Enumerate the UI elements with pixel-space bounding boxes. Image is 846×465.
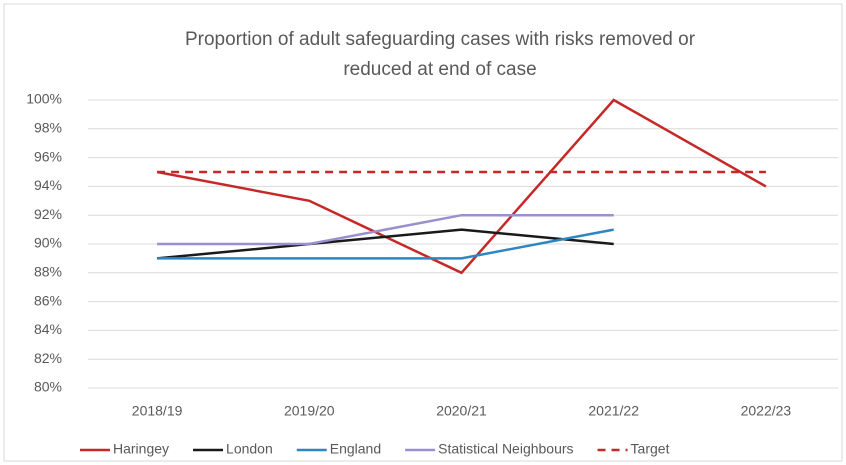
legend-label: London xyxy=(226,441,273,457)
series-line xyxy=(156,228,614,260)
chart-title: Proportion of adult safeguarding cases w… xyxy=(185,29,696,50)
legend-label: England xyxy=(330,441,381,457)
legend-label: Haringey xyxy=(113,441,169,457)
y-tick-label: 80% xyxy=(34,379,62,395)
y-tick-label: 90% xyxy=(34,235,62,251)
x-tick-label: 2021/22 xyxy=(588,403,639,419)
series-line xyxy=(157,228,614,260)
y-tick-label: 86% xyxy=(34,292,62,308)
series-line xyxy=(156,98,767,275)
series-line xyxy=(157,213,614,246)
y-tick-label: 98% xyxy=(34,120,62,136)
y-tick-label: 96% xyxy=(34,148,62,164)
y-tick-label: 88% xyxy=(34,264,62,280)
y-tick-label: 82% xyxy=(34,350,62,366)
legend-label: Target xyxy=(631,441,670,457)
y-tick-label: 100% xyxy=(26,91,62,107)
chart-title: reduced at end of case xyxy=(343,59,536,80)
legend-label: Statistical Neighbours xyxy=(438,441,573,457)
x-tick-label: 2019/20 xyxy=(284,403,335,419)
y-tick-label: 92% xyxy=(34,206,62,222)
x-tick-label: 2022/23 xyxy=(741,403,792,419)
y-tick-label: 84% xyxy=(34,321,62,337)
x-tick-label: 2020/21 xyxy=(436,403,487,419)
y-tick-label: 94% xyxy=(34,177,62,193)
x-tick-label: 2018/19 xyxy=(132,403,183,419)
